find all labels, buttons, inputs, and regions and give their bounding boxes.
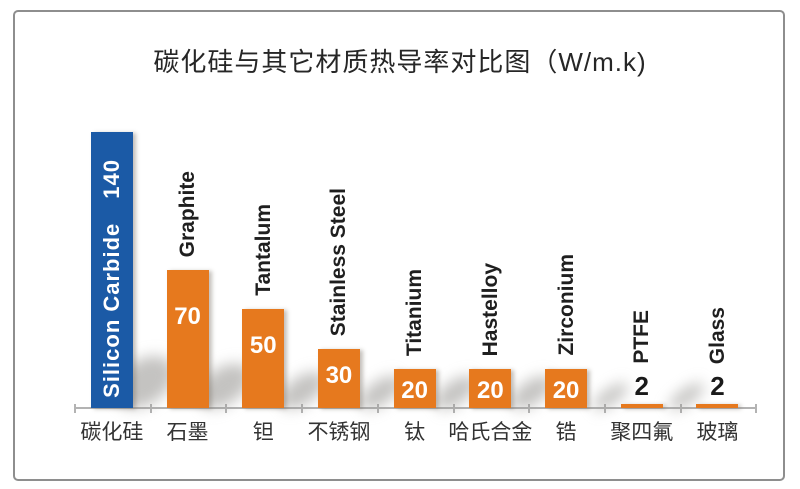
bar xyxy=(545,369,588,408)
bar-value: 70 xyxy=(174,303,201,330)
bar xyxy=(166,270,209,408)
x-axis-category-label: 钽 xyxy=(252,421,274,444)
bar-label-en: Graphite xyxy=(176,170,200,257)
x-axis-category-label: 钛 xyxy=(404,421,426,444)
bar-inner-label-wrap: Silicon Carbide 140 xyxy=(91,159,133,398)
bar-silicon-carbide xyxy=(90,132,133,408)
bar xyxy=(242,309,285,408)
bar-label-en: Stainless Steel xyxy=(327,187,351,336)
x-axis-tick xyxy=(74,404,76,413)
bar-value: 20 xyxy=(401,377,428,404)
x-axis-tick xyxy=(452,404,455,413)
bar xyxy=(393,369,436,408)
bar-label-en: Hastelloy xyxy=(478,262,502,356)
bar-value: 20 xyxy=(476,377,504,404)
bar-value: 20 xyxy=(552,377,580,404)
x-axis-category-label: 哈氏合金 xyxy=(448,421,533,444)
x-axis-category-label: 碳化硅 xyxy=(80,421,144,444)
chart-title: 碳化硅与其它材质热导率对比图（W/m.k) xyxy=(153,47,647,77)
x-axis-tick xyxy=(528,404,531,413)
x-axis-tick xyxy=(149,404,152,413)
x-axis-category-label: 玻璃 xyxy=(696,421,739,444)
bar xyxy=(317,349,360,408)
bar-label-en: Zirconium xyxy=(554,254,578,356)
x-axis-tick xyxy=(225,404,228,413)
bar xyxy=(696,404,739,408)
bar-label-en: PTFE xyxy=(630,310,654,364)
bar-value: 2 xyxy=(634,371,649,401)
x-axis-tick xyxy=(755,404,758,413)
bar-name-wrap: Glass xyxy=(657,307,777,364)
x-axis-category-label: 不锈钢 xyxy=(307,421,371,444)
bar-value: 50 xyxy=(249,332,277,359)
bar-value: 2 xyxy=(710,371,725,401)
bar-label-silicon-carbide: Silicon Carbide 140 xyxy=(98,159,124,398)
x-axis-tick xyxy=(679,404,682,413)
x-axis-tick xyxy=(301,404,304,413)
x-axis-tick xyxy=(603,404,606,413)
x-axis-category-label: 聚四氟 xyxy=(610,421,674,444)
bar-label-en: Titanium xyxy=(403,268,427,356)
bar-label-en: Tantalum xyxy=(251,204,275,296)
bar-label-en: Glass xyxy=(705,306,729,364)
x-axis-category-label: 石墨 xyxy=(166,421,209,444)
x-axis-category-label: 锆 xyxy=(555,421,577,444)
bar xyxy=(469,369,512,408)
bar xyxy=(620,404,663,408)
x-axis-line xyxy=(74,407,758,409)
bar-value: 30 xyxy=(325,362,353,389)
x-axis-tick xyxy=(376,404,379,413)
